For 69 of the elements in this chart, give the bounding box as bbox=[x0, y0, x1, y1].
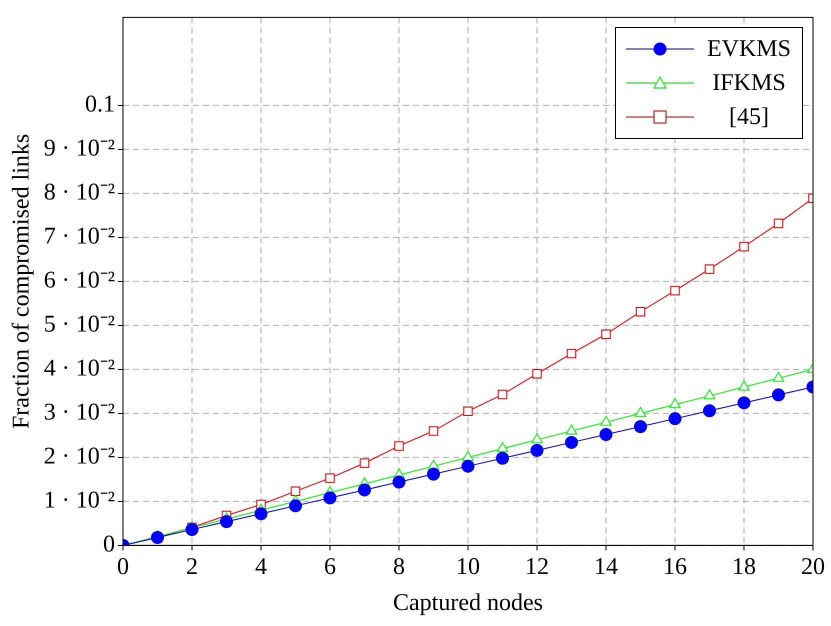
point bbox=[220, 515, 233, 528]
legend-label: EVKMS bbox=[706, 36, 792, 63]
point bbox=[428, 426, 438, 436]
y-tick-label: 7 · 10⁻² bbox=[44, 224, 115, 250]
point bbox=[323, 491, 336, 504]
point bbox=[668, 412, 682, 426]
y-tick-label: 4 · 10⁻² bbox=[44, 356, 115, 382]
y-tick-label: 5 · 10⁻² bbox=[44, 312, 115, 338]
y-tick-label: 0.1 bbox=[84, 92, 115, 118]
point bbox=[599, 428, 612, 442]
x-tick-label: 20 bbox=[801, 554, 825, 580]
point bbox=[496, 442, 508, 452]
point bbox=[600, 416, 612, 426]
point bbox=[703, 404, 716, 418]
point bbox=[426, 468, 440, 481]
point bbox=[290, 486, 300, 496]
point bbox=[288, 499, 302, 512]
point bbox=[566, 424, 578, 434]
point bbox=[498, 390, 508, 400]
point bbox=[530, 444, 544, 457]
point bbox=[738, 380, 750, 390]
point bbox=[392, 476, 406, 489]
point bbox=[669, 398, 681, 408]
point bbox=[496, 452, 509, 465]
point bbox=[739, 242, 749, 252]
point bbox=[461, 460, 474, 473]
y-tick-label: 3 · 10⁻² bbox=[44, 400, 115, 426]
point bbox=[634, 420, 647, 434]
y-tick-label: 9 · 10⁻² bbox=[44, 136, 115, 162]
point bbox=[531, 433, 543, 444]
point bbox=[774, 218, 784, 228]
x-tick-label: 14 bbox=[594, 554, 618, 580]
x-tick-label: 6 bbox=[324, 554, 336, 580]
point bbox=[254, 507, 268, 520]
point bbox=[772, 388, 785, 402]
point bbox=[360, 458, 370, 468]
point bbox=[462, 450, 474, 461]
point bbox=[358, 483, 371, 496]
x-tick-label: 2 bbox=[186, 554, 198, 580]
point bbox=[704, 264, 714, 274]
x-tick-label: 12 bbox=[524, 554, 549, 580]
point bbox=[564, 436, 578, 449]
point bbox=[394, 441, 404, 451]
x-tick-label: 10 bbox=[456, 554, 480, 580]
point bbox=[325, 473, 335, 483]
y-tick-label: 8 · 10⁻² bbox=[44, 180, 115, 206]
y-tick-label: 2 · 10⁻² bbox=[44, 444, 115, 470]
legend-label: [45] bbox=[728, 104, 770, 131]
y-tick-label: 6 · 10⁻² bbox=[44, 268, 115, 294]
point bbox=[566, 348, 576, 358]
x-tick-label: 18 bbox=[732, 554, 756, 580]
y-tick-label: 1 · 10⁻² bbox=[44, 488, 115, 514]
point bbox=[463, 406, 473, 416]
x-tick-label: 4 bbox=[254, 554, 267, 580]
y-tick-label: 0 bbox=[102, 532, 115, 558]
point bbox=[601, 329, 611, 339]
point bbox=[634, 406, 646, 417]
legend-label: IFKMS bbox=[711, 70, 787, 97]
x-tick-label: 8 bbox=[392, 554, 405, 580]
y-axis-title: Fraction of compromised links bbox=[8, 134, 35, 430]
x-tick-label: 16 bbox=[662, 554, 687, 580]
point bbox=[185, 523, 198, 536]
point bbox=[532, 369, 542, 379]
point bbox=[704, 389, 716, 400]
point bbox=[772, 372, 784, 382]
point bbox=[636, 307, 646, 317]
x-axis-title: Captured nodes bbox=[393, 590, 543, 616]
point bbox=[738, 396, 750, 410]
point bbox=[670, 286, 680, 296]
